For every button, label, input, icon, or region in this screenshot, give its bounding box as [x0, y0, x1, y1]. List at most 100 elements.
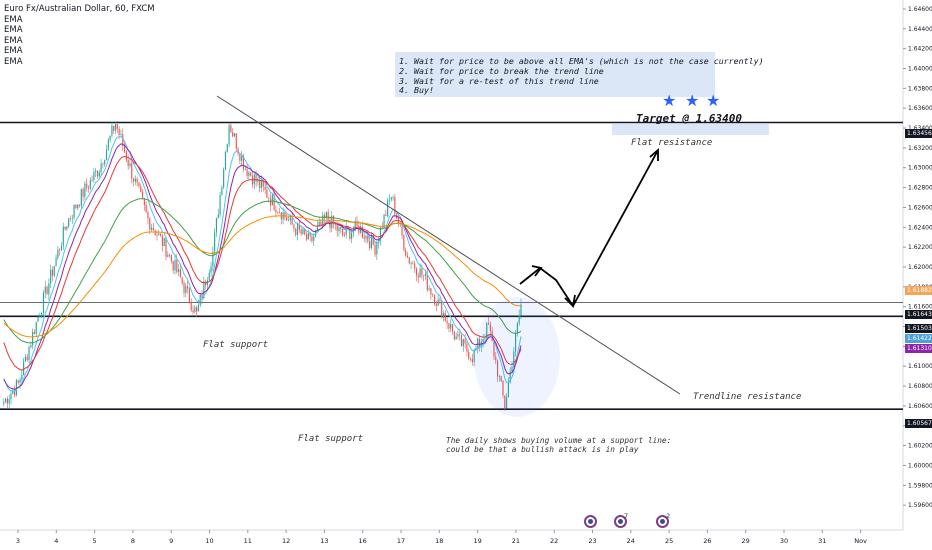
strategy-note[interactable]: 1. Wait for price to be above all EMA's … [395, 52, 764, 97]
candle [338, 227, 340, 231]
candle [233, 133, 236, 137]
candle [423, 275, 425, 277]
candle [33, 331, 36, 334]
candle [125, 151, 127, 160]
event-icon[interactable] [584, 515, 597, 528]
candle [482, 339, 484, 343]
target-zone[interactable] [612, 124, 769, 135]
candle [343, 235, 345, 236]
x-tick-label: 4 [54, 537, 58, 545]
candle [387, 200, 389, 216]
candle [208, 272, 210, 281]
candle [323, 215, 326, 218]
candle [342, 228, 344, 236]
candle [269, 198, 272, 206]
candle [102, 163, 104, 165]
candle [235, 133, 237, 149]
candle [42, 292, 45, 313]
candle [473, 349, 475, 363]
candle [178, 269, 180, 273]
candle [174, 259, 176, 271]
candle [379, 227, 382, 241]
candle [450, 324, 452, 329]
ema-line [3, 143, 522, 391]
candle [145, 205, 147, 212]
candle [442, 313, 445, 318]
candle [50, 269, 52, 284]
x-tick-label: 24 [627, 537, 635, 545]
event-icon[interactable] [656, 515, 669, 528]
candle [21, 375, 23, 380]
candle [426, 273, 428, 290]
indicator-ema-1[interactable]: EMA [4, 14, 23, 25]
candle [15, 380, 17, 396]
candle [232, 132, 234, 137]
candle [176, 259, 178, 273]
x-tick-label: 5 [93, 537, 97, 545]
candle [439, 299, 441, 302]
candle [255, 174, 257, 182]
candle [259, 179, 261, 188]
y-tick-label: 1.60000 [908, 462, 932, 469]
flat-support-label: Flat support [203, 340, 269, 350]
candle [421, 268, 423, 276]
indicator-ema-5[interactable]: EMA [4, 56, 23, 67]
candle [73, 204, 75, 218]
candle [453, 331, 455, 340]
indicator-ema-4[interactable]: EMA [4, 46, 23, 57]
candle [190, 302, 192, 311]
candle [127, 159, 129, 166]
candle [336, 224, 338, 231]
candle [354, 221, 356, 231]
candle [122, 134, 124, 146]
candle [201, 294, 203, 299]
x-tick-label: 16 [359, 537, 367, 545]
candle [433, 295, 436, 305]
price-tag-ema-purple: 1.61310 [905, 344, 932, 353]
y-tick-label: 1.60800 [908, 383, 932, 390]
event-count: 7 [624, 512, 629, 520]
candle [170, 255, 172, 262]
y-tick-label: 1.61600 [908, 304, 932, 311]
candle [309, 233, 311, 237]
candle [116, 124, 118, 129]
indicator-ema-3[interactable]: EMA [4, 35, 23, 46]
candle [114, 124, 117, 131]
candle [241, 155, 243, 161]
candle [134, 178, 136, 182]
candle [26, 356, 28, 360]
projection-path [519, 151, 658, 308]
candle [6, 398, 8, 404]
y-tick-label: 1.62000 [908, 264, 932, 271]
candle [150, 227, 153, 230]
daily-note: The daily shows buying volume at a suppo… [446, 436, 671, 454]
candle [376, 243, 378, 255]
candle [53, 266, 55, 276]
ema-line [3, 215, 522, 338]
candle [296, 224, 299, 235]
candle [129, 163, 131, 166]
x-tick-label: 31 [818, 537, 826, 545]
event-icon[interactable] [614, 515, 627, 528]
indicator-ema-2[interactable]: EMA [4, 25, 23, 36]
candle [278, 212, 281, 214]
candle [365, 235, 367, 239]
candle [136, 178, 138, 183]
candle [520, 304, 522, 316]
candle [273, 194, 275, 210]
y-tick-label: 1.63000 [908, 165, 932, 172]
candle [41, 312, 43, 317]
x-tick-label: 19 [473, 537, 481, 545]
candle [340, 227, 342, 229]
y-tick-label: 1.63400 [908, 125, 932, 132]
candle [46, 286, 48, 295]
candle [502, 380, 504, 396]
candle [35, 321, 37, 334]
flat-support-label-lower: Flat support [298, 434, 364, 444]
x-tick-label: 18 [435, 537, 443, 545]
candle [372, 235, 374, 245]
candle [363, 236, 365, 239]
candle [313, 236, 315, 241]
candle [493, 340, 495, 357]
